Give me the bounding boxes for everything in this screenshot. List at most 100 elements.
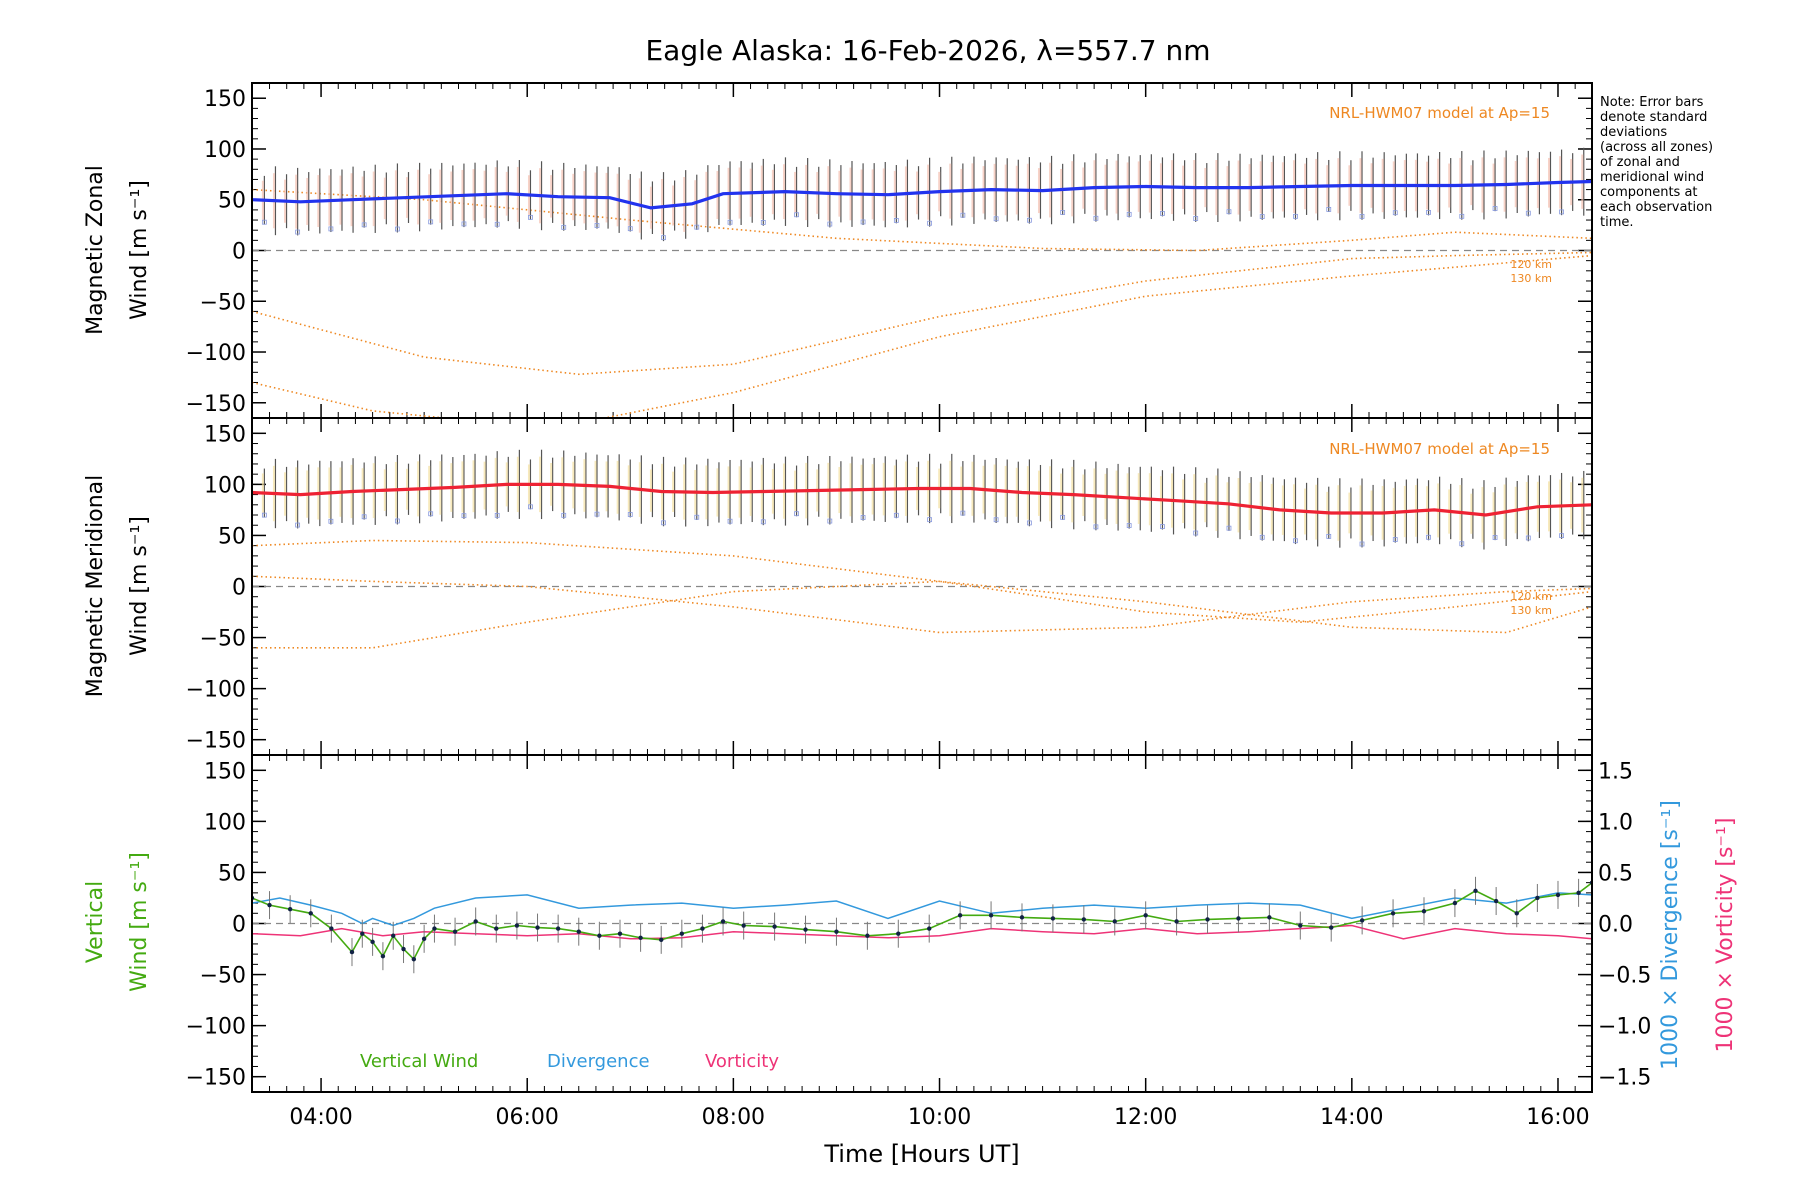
zone-marker [661,235,666,241]
vertical-plot-frame [251,754,1593,1093]
zone-marker [428,511,434,517]
zone-marker [295,522,301,528]
vertical-wind-point [1205,917,1210,922]
vertical-wind-point [617,931,623,936]
vertical-wind-point [1535,895,1540,901]
vertical-wind-point [700,926,705,931]
zone-marker [694,224,700,230]
zone-marker [261,219,267,225]
y-tick-label: 150 [204,87,246,112]
y-tick-label: −150 [186,1066,246,1091]
zone-marker [893,217,899,223]
legend-vertical-wind: Vertical Wind [360,1051,478,1072]
zone-marker [428,219,434,225]
vertical-wind-point [1298,923,1303,928]
zonal-ylabel-line1: Magnetic Zonal [83,165,108,335]
vertical-wind-point [421,936,427,942]
y-tick-label: −50 [200,627,246,652]
zone-marker [794,511,799,517]
y2-tick-label: −1.0 [1598,1015,1651,1040]
zone-marker [1359,541,1365,547]
note-block: Note: Error bars denote standard deviati… [1600,95,1713,230]
vorticity-axis-label: 1000 × Vorticity [s⁻¹] [1713,818,1738,1053]
zone-marker [1459,541,1465,547]
y-tick-label: −50 [200,290,246,315]
vertical-wind-point [1555,892,1561,898]
zonal-model-label: NRL-HWM07 model at Ap=15 [1329,104,1550,122]
zone-marker [627,512,633,517]
y-tick-label: −100 [186,341,246,366]
note-line: denote standard [1600,110,1707,125]
y-tick-label: 0 [232,240,246,265]
note-line: each observation [1600,200,1712,215]
zone-marker [594,511,600,517]
zone-marker [1060,210,1066,215]
vertical-wind-point [1514,911,1519,916]
zone-marker [1459,213,1465,219]
y-tick-label: −100 [186,678,246,703]
zonal-plot-frame [251,82,1593,419]
x-axis-title: Time [Hours UT] [823,1140,1019,1168]
x-tick-label: 08:00 [702,1105,765,1130]
y-tick-label: 0 [232,913,246,938]
zone-marker [295,229,301,235]
zone-marker [1426,209,1431,215]
zone-marker [827,518,833,524]
x-tick-label: 04:00 [289,1105,352,1130]
model-curve [252,575,1592,634]
y2-tick-label: −0.5 [1598,964,1651,989]
note-line: time. [1600,215,1634,230]
zone-marker [1525,210,1531,216]
vertical-wind-point [772,924,777,929]
vertical-wind-point [432,926,437,931]
zone-marker [727,518,733,524]
y-tick-label: −50 [200,964,246,989]
panel-zonal: Magnetic Zonal Wind [m s⁻¹] NRL-HWM07 mo… [83,82,1593,419]
zone-marker [261,512,267,518]
note-line: (across all zones) [1600,140,1713,155]
y2-tick-label: 1.0 [1598,810,1633,835]
chart-title: Eagle Alaska: 16-Feb-2026, λ=557.7 nm [645,34,1210,67]
panel-meridional: Magnetic Meridional Wind [m s⁻¹] NRL-HWM… [83,417,1593,756]
zone-marker [528,504,533,510]
vertical-wind-point [1267,915,1272,920]
vertical-wind-point [1421,909,1427,914]
zone-marker [1559,209,1564,215]
zone-marker [960,212,966,218]
zone-marker [893,512,899,518]
vertical-wind-point [576,929,581,934]
zone-marker [927,220,933,226]
zone-marker [328,518,334,524]
note-line: meridional wind [1600,170,1704,185]
vertical-wind-point [638,935,643,940]
vertical-wind-point [1390,911,1396,916]
meridional-model-130km: 130 km [1510,604,1552,617]
zone-marker [1160,211,1165,216]
vorticity-line [252,924,1592,940]
x-tick-label: 14:00 [1320,1105,1383,1130]
meridional-ylabel-line1: Magnetic Meridional [83,475,108,697]
vertical-wind-point [411,957,417,962]
zone-marker [1259,534,1265,540]
zone-marker [361,514,367,520]
x-tick-label: 06:00 [496,1105,559,1130]
y2-tick-label: −1.5 [1598,1066,1651,1091]
legend-divergence: Divergence [547,1051,650,1072]
vertical-wind-point [514,923,520,928]
vertical-wind-point [1576,890,1581,896]
y-tick-label: −150 [186,392,246,417]
vertical-wind-point [679,931,685,936]
note-line: of zonal and [1600,155,1680,170]
vertical-wind-point [1359,918,1365,923]
zone-marker [627,226,633,232]
legend-vorticity: Vorticity [705,1051,779,1072]
zone-marker [927,517,933,523]
zone-marker [1259,214,1265,219]
zone-marker [1093,215,1099,221]
y-tick-label: 150 [204,422,246,447]
vertical-wind-point [1112,919,1117,924]
zone-marker [1193,530,1199,536]
x-tick-label: 10:00 [908,1105,971,1130]
zone-marker [361,222,367,228]
